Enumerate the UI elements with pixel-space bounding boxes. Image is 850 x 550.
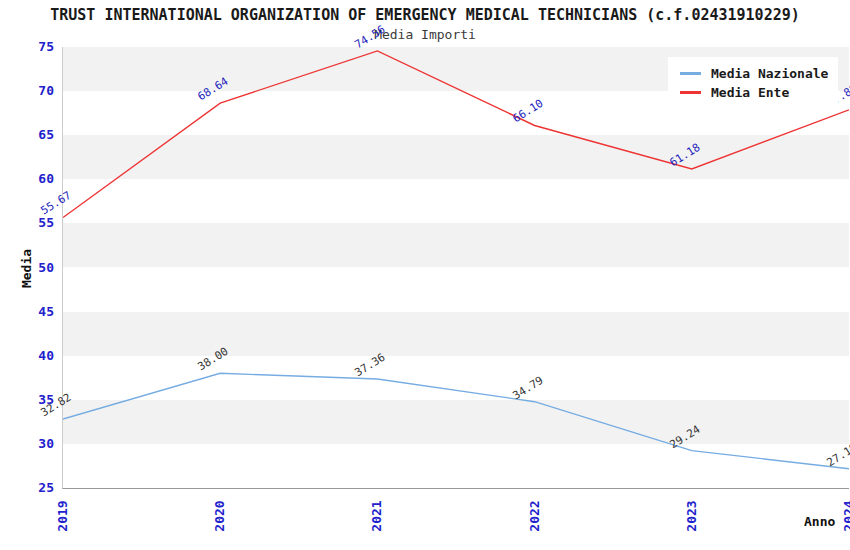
legend-line-swatch-nazionale-icon	[680, 72, 701, 75]
x-tick-label: 2023	[683, 500, 698, 531]
y-tick-label: 75	[8, 39, 54, 54]
chart-subtitle: Media Importi	[0, 27, 850, 42]
y-axis-title: Media	[19, 219, 34, 319]
series-line-media-nazionale	[63, 373, 849, 468]
legend-item-media-ente: Media Ente	[680, 83, 838, 102]
x-tick-label: 2022	[526, 500, 541, 531]
legend-item-media-nazionale: Media Nazionale	[680, 64, 838, 83]
chart-page: { "header": { "title": "TRUST INTERNATIO…	[0, 0, 850, 550]
y-tick-label: 70	[8, 83, 54, 98]
x-tick-label: 2019	[55, 500, 70, 531]
legend-line-swatch-ente-icon	[680, 91, 701, 94]
x-tick-label: 2021	[369, 500, 384, 531]
x-axis-title: Anno	[804, 514, 835, 529]
y-tick-label: 25	[8, 480, 54, 495]
legend-label-media-ente: Media Ente	[711, 85, 789, 100]
y-tick-label: 40	[8, 348, 54, 363]
page-title: TRUST INTERNATIONAL ORGANIZATION OF EMER…	[0, 6, 850, 24]
x-tick-label: 2024	[841, 500, 850, 531]
x-tick-label: 2020	[212, 500, 227, 531]
y-tick-label: 65	[8, 127, 54, 142]
y-tick-label: 60	[8, 171, 54, 186]
series-lines	[63, 47, 849, 488]
plot-area	[62, 47, 849, 489]
legend-label-media-nazionale: Media Nazionale	[711, 66, 828, 81]
legend: Media Nazionale Media Ente	[668, 57, 838, 108]
y-tick-label: 30	[8, 436, 54, 451]
